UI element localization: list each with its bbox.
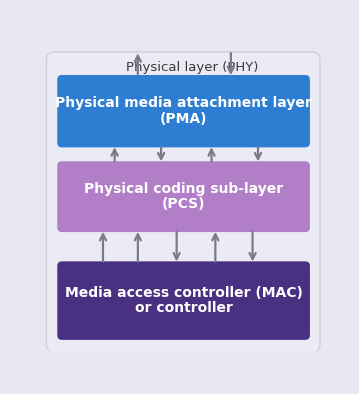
FancyBboxPatch shape bbox=[57, 75, 310, 147]
Text: Physical media attachment layer: Physical media attachment layer bbox=[55, 97, 312, 110]
FancyBboxPatch shape bbox=[57, 261, 310, 340]
Text: (PMA): (PMA) bbox=[160, 112, 208, 126]
Text: Media access controller (MAC): Media access controller (MAC) bbox=[65, 286, 303, 300]
Text: (PCS): (PCS) bbox=[162, 197, 205, 211]
FancyBboxPatch shape bbox=[46, 52, 320, 352]
Text: Physical layer (PHY): Physical layer (PHY) bbox=[126, 61, 258, 74]
Text: Physical coding sub-layer: Physical coding sub-layer bbox=[84, 182, 283, 196]
Text: or controller: or controller bbox=[135, 301, 233, 315]
FancyBboxPatch shape bbox=[57, 161, 310, 232]
